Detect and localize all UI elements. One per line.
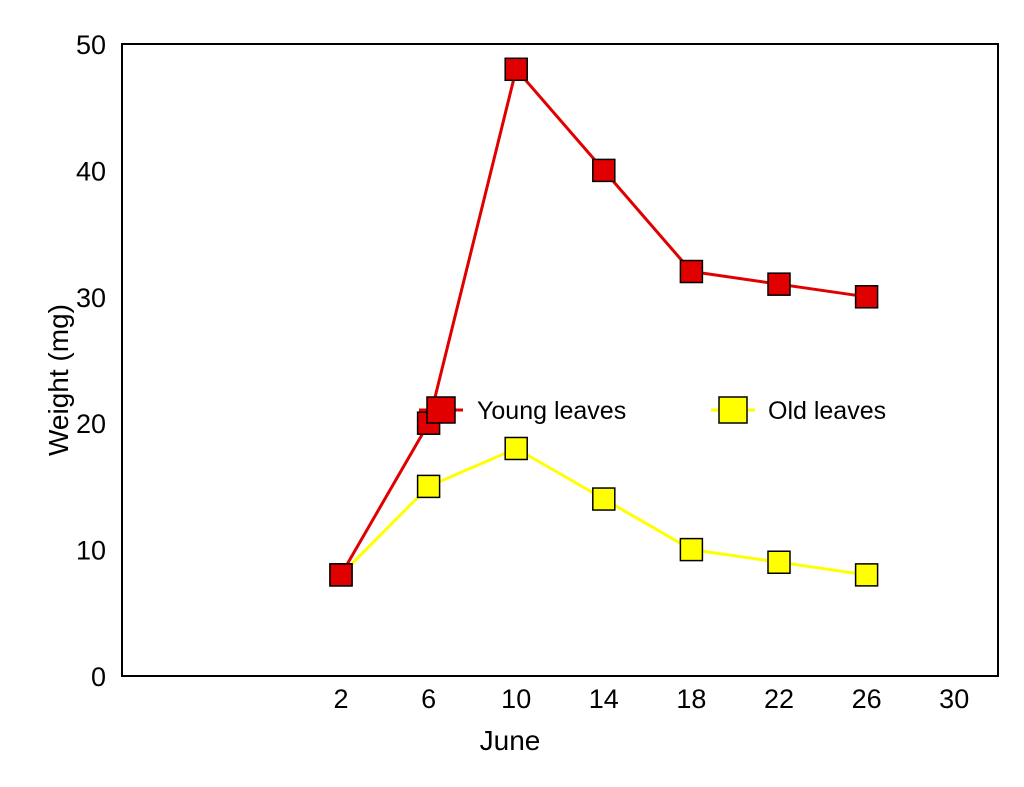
y-tick-label: 30 <box>76 283 106 313</box>
x-tick-label: 10 <box>501 684 531 714</box>
y-tick-label: 20 <box>76 409 106 439</box>
old-leaves-point <box>854 563 879 587</box>
series-layer <box>329 57 879 587</box>
x-axis-title: June <box>480 725 541 756</box>
y-tick-label: 40 <box>76 156 106 186</box>
y-axis-ticks: 0 10 20 30 40 50 <box>76 30 106 692</box>
legend-young-leaves-label: Young leaves <box>477 397 626 425</box>
old-leaves-point <box>679 537 704 562</box>
y-tick-label: 0 <box>91 662 106 692</box>
young-leaves-point <box>329 563 353 587</box>
old-leaves-point <box>592 487 616 511</box>
young-leaves-point <box>767 272 791 296</box>
legend-young-leaves-marker <box>426 396 456 424</box>
x-tick-label: 26 <box>852 684 882 714</box>
y-tick-label: 10 <box>76 536 106 566</box>
y-axis-title: Weight (mg) <box>43 304 74 456</box>
young-leaves-point <box>504 57 528 82</box>
x-axis-ticks: 2 6 10 14 18 22 26 30 <box>333 684 969 714</box>
young-leaves-point <box>592 158 616 183</box>
x-tick-label: 18 <box>676 684 706 714</box>
x-tick-label: 14 <box>589 684 619 714</box>
legend-old-leaves-marker <box>718 396 748 424</box>
x-tick-label: 30 <box>939 684 969 714</box>
old-leaves-point <box>416 474 441 499</box>
x-tick-label: 2 <box>333 684 348 714</box>
young-leaves-point <box>854 285 879 309</box>
legend: Young leaves Old leaves <box>419 396 886 425</box>
old-leaves-point <box>767 550 791 574</box>
legend-old-leaves-label: Old leaves <box>768 397 886 425</box>
y-tick-label: 50 <box>76 30 106 60</box>
x-tick-label: 22 <box>764 684 794 714</box>
young-leaves-point <box>679 259 704 284</box>
plot-frame <box>121 43 999 677</box>
x-tick-label: 6 <box>421 684 436 714</box>
old-leaves-point <box>504 436 528 461</box>
